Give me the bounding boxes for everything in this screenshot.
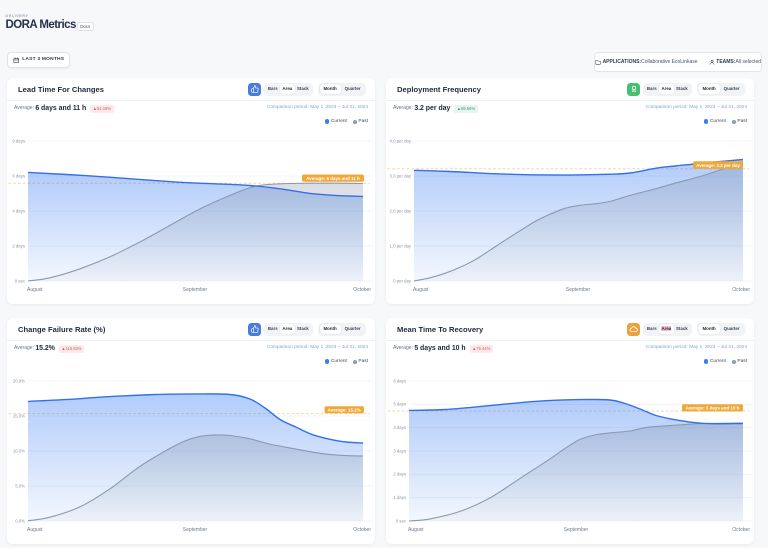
svg-text:Average: 6 days and 11 h: Average: 6 days and 11 h: [306, 176, 360, 181]
svg-text:August: August: [408, 527, 424, 533]
svg-text:4 days: 4 days: [12, 208, 25, 213]
svg-text:2 days: 2 days: [393, 472, 406, 477]
svg-text:Average: 15.2%: Average: 15.2%: [328, 408, 361, 413]
svg-text:August: August: [27, 287, 43, 293]
svg-text:0.0%: 0.0%: [15, 518, 25, 523]
svg-text:20.0%: 20.0%: [13, 378, 25, 383]
svg-text:October: October: [732, 527, 750, 533]
svg-text:6 days: 6 days: [393, 378, 406, 383]
svg-text:2.0 per day: 2.0 per day: [390, 208, 412, 213]
svg-text:4.0 per day: 4.0 per day: [390, 138, 412, 143]
svg-text:0 sec: 0 sec: [15, 278, 26, 283]
svg-text:Average: 3.2 per day: Average: 3.2 per day: [696, 163, 740, 168]
svg-text:10.0%: 10.0%: [13, 448, 25, 453]
svg-text:3 days: 3 days: [393, 448, 406, 453]
svg-text:September: September: [183, 527, 208, 533]
svg-text:Average: 5 days and 10 h: Average: 5 days and 10 h: [686, 406, 740, 411]
svg-text:3.0 per day: 3.0 per day: [390, 173, 412, 178]
svg-text:4 days: 4 days: [393, 425, 406, 430]
svg-text:September: September: [566, 287, 591, 293]
svg-text:2 days: 2 days: [12, 243, 25, 248]
svg-text:August: August: [413, 287, 429, 293]
svg-text:1 days: 1 days: [393, 495, 406, 500]
svg-text:August: August: [27, 527, 43, 533]
svg-text:September: September: [564, 527, 589, 533]
svg-text:5.0%: 5.0%: [15, 483, 25, 488]
svg-text:15.0%: 15.0%: [13, 413, 25, 418]
svg-text:9 days: 9 days: [12, 138, 25, 143]
svg-text:0 sec: 0 sec: [396, 518, 407, 523]
svg-text:0 per day: 0 per day: [393, 278, 412, 283]
svg-text:October: October: [732, 287, 750, 293]
svg-text:September: September: [183, 287, 208, 293]
svg-text:5 days: 5 days: [393, 402, 406, 407]
svg-text:October: October: [353, 527, 371, 533]
svg-text:1.0 per day: 1.0 per day: [390, 243, 412, 248]
svg-text:6 days: 6 days: [12, 173, 25, 178]
svg-text:October: October: [353, 287, 371, 293]
